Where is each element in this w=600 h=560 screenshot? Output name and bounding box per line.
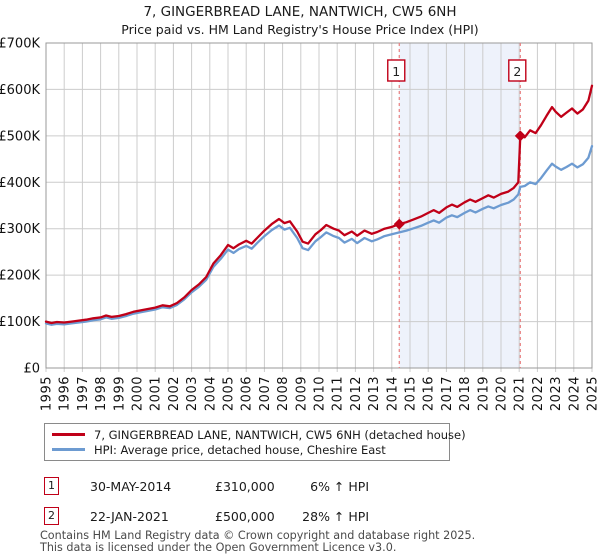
svg-text:2023: 2023 <box>549 376 564 411</box>
svg-text:£100K: £100K <box>0 315 40 330</box>
license-footer: Contains HM Land Registry data © Crown c… <box>40 530 475 553</box>
hpi-line-swatch <box>52 448 85 451</box>
svg-text:2025: 2025 <box>586 376 600 411</box>
svg-text:2017: 2017 <box>440 376 455 411</box>
sale-2-hpi-delta: 28% ↑ HPI <box>302 509 369 524</box>
page-title: 7, GINGERBREAD LANE, NANTWICH, CW5 6NH <box>143 4 457 20</box>
sale-1-badge: 1 <box>44 477 59 495</box>
svg-text:1: 1 <box>392 64 400 79</box>
svg-text:2001: 2001 <box>149 376 164 411</box>
svg-text:2002: 2002 <box>167 376 182 411</box>
property-price-line <box>44 84 594 325</box>
svg-text:2: 2 <box>513 64 521 79</box>
svg-text:1996: 1996 <box>58 376 73 411</box>
svg-text:2016: 2016 <box>422 376 437 411</box>
svg-text:£200K: £200K <box>0 269 40 284</box>
svg-text:2020: 2020 <box>495 376 510 411</box>
sale-2-date: 22-JAN-2021 <box>90 509 169 524</box>
chart-number-badge <box>508 59 527 82</box>
svg-text:2022: 2022 <box>531 376 546 411</box>
svg-text:£400K: £400K <box>0 176 40 191</box>
sale-diamond-marker <box>514 130 526 142</box>
svg-text:2003: 2003 <box>185 376 200 411</box>
svg-text:1995: 1995 <box>40 376 55 411</box>
svg-text:2008: 2008 <box>276 376 291 411</box>
svg-text:2000: 2000 <box>131 376 146 411</box>
svg-text:1999: 1999 <box>112 376 127 411</box>
plot-border <box>45 42 593 369</box>
page-subtitle: Price paid vs. HM Land Registry's House … <box>121 22 479 37</box>
svg-text:2006: 2006 <box>240 376 255 411</box>
sale-1-price: £310,000 <box>215 479 275 494</box>
svg-text:2014: 2014 <box>385 376 400 411</box>
footer-line-1: Contains HM Land Registry data © Crown c… <box>40 529 476 542</box>
svg-text:2011: 2011 <box>331 376 346 411</box>
legend-label-hpi: HPI: Average price, detached house, Ches… <box>94 442 386 457</box>
svg-text:2007: 2007 <box>258 376 273 411</box>
svg-text:2004: 2004 <box>203 376 218 411</box>
svg-text:2021: 2021 <box>513 376 528 411</box>
svg-text:£700K: £700K <box>0 37 40 52</box>
property-line-swatch <box>52 433 85 436</box>
svg-text:£600K: £600K <box>0 83 40 98</box>
svg-text:1998: 1998 <box>94 376 109 411</box>
sale-1-hpi-delta: 6% ↑ HPI <box>310 479 369 494</box>
sale-diamond-marker <box>393 218 405 230</box>
legend-item-property: 7, GINGERBREAD LANE, NANTWICH, CW5 6NH (… <box>45 427 466 442</box>
svg-text:£500K: £500K <box>0 129 40 144</box>
sale-1-date: 30-MAY-2014 <box>90 479 172 494</box>
footer-line-2: This data is licensed under the Open Gov… <box>40 540 397 554</box>
svg-text:2010: 2010 <box>313 376 328 411</box>
legend-item-hpi: HPI: Average price, detached house, Ches… <box>45 442 449 457</box>
svg-text:2024: 2024 <box>567 376 582 411</box>
svg-text:2019: 2019 <box>476 376 491 411</box>
sale-point-markers <box>393 130 526 230</box>
svg-text:£0: £0 <box>23 362 40 377</box>
x-axis-tick-labels: 1995 1996 1997 1998 1999 2000 2001 2002 2003 2004… <box>40 376 600 411</box>
sale-2-badge: 2 <box>44 507 59 525</box>
legend-label-property: 7, GINGERBREAD LANE, NANTWICH, CW5 6NH (… <box>94 427 466 442</box>
svg-text:£300K: £300K <box>0 222 40 237</box>
svg-text:2015: 2015 <box>404 376 419 411</box>
svg-text:2013: 2013 <box>367 376 382 411</box>
chart-number-badge <box>387 59 406 82</box>
chart-legend: 7, GINGERBREAD LANE, NANTWICH, CW5 6NH (… <box>44 423 466 461</box>
svg-text:2018: 2018 <box>458 376 473 411</box>
svg-text:2005: 2005 <box>222 376 237 411</box>
svg-text:2009: 2009 <box>294 376 309 411</box>
sale-date-dashed-lines <box>398 43 521 368</box>
price-series-lines <box>44 84 594 326</box>
hpi-line <box>44 144 594 326</box>
svg-text:1997: 1997 <box>76 376 91 411</box>
sale-annotation-row-2: 2 22-JAN-2021 £500,000 28% ↑ HPI <box>0 507 600 529</box>
sale-annotation-row-1: 1 30-MAY-2014 £310,000 6% ↑ HPI <box>0 477 600 499</box>
svg-text:2012: 2012 <box>349 376 364 411</box>
y-axis-tick-labels: £0 £100K £200K £300K £400K £500K £600K £700K <box>0 37 40 377</box>
sale-2-price: £500,000 <box>215 509 275 524</box>
